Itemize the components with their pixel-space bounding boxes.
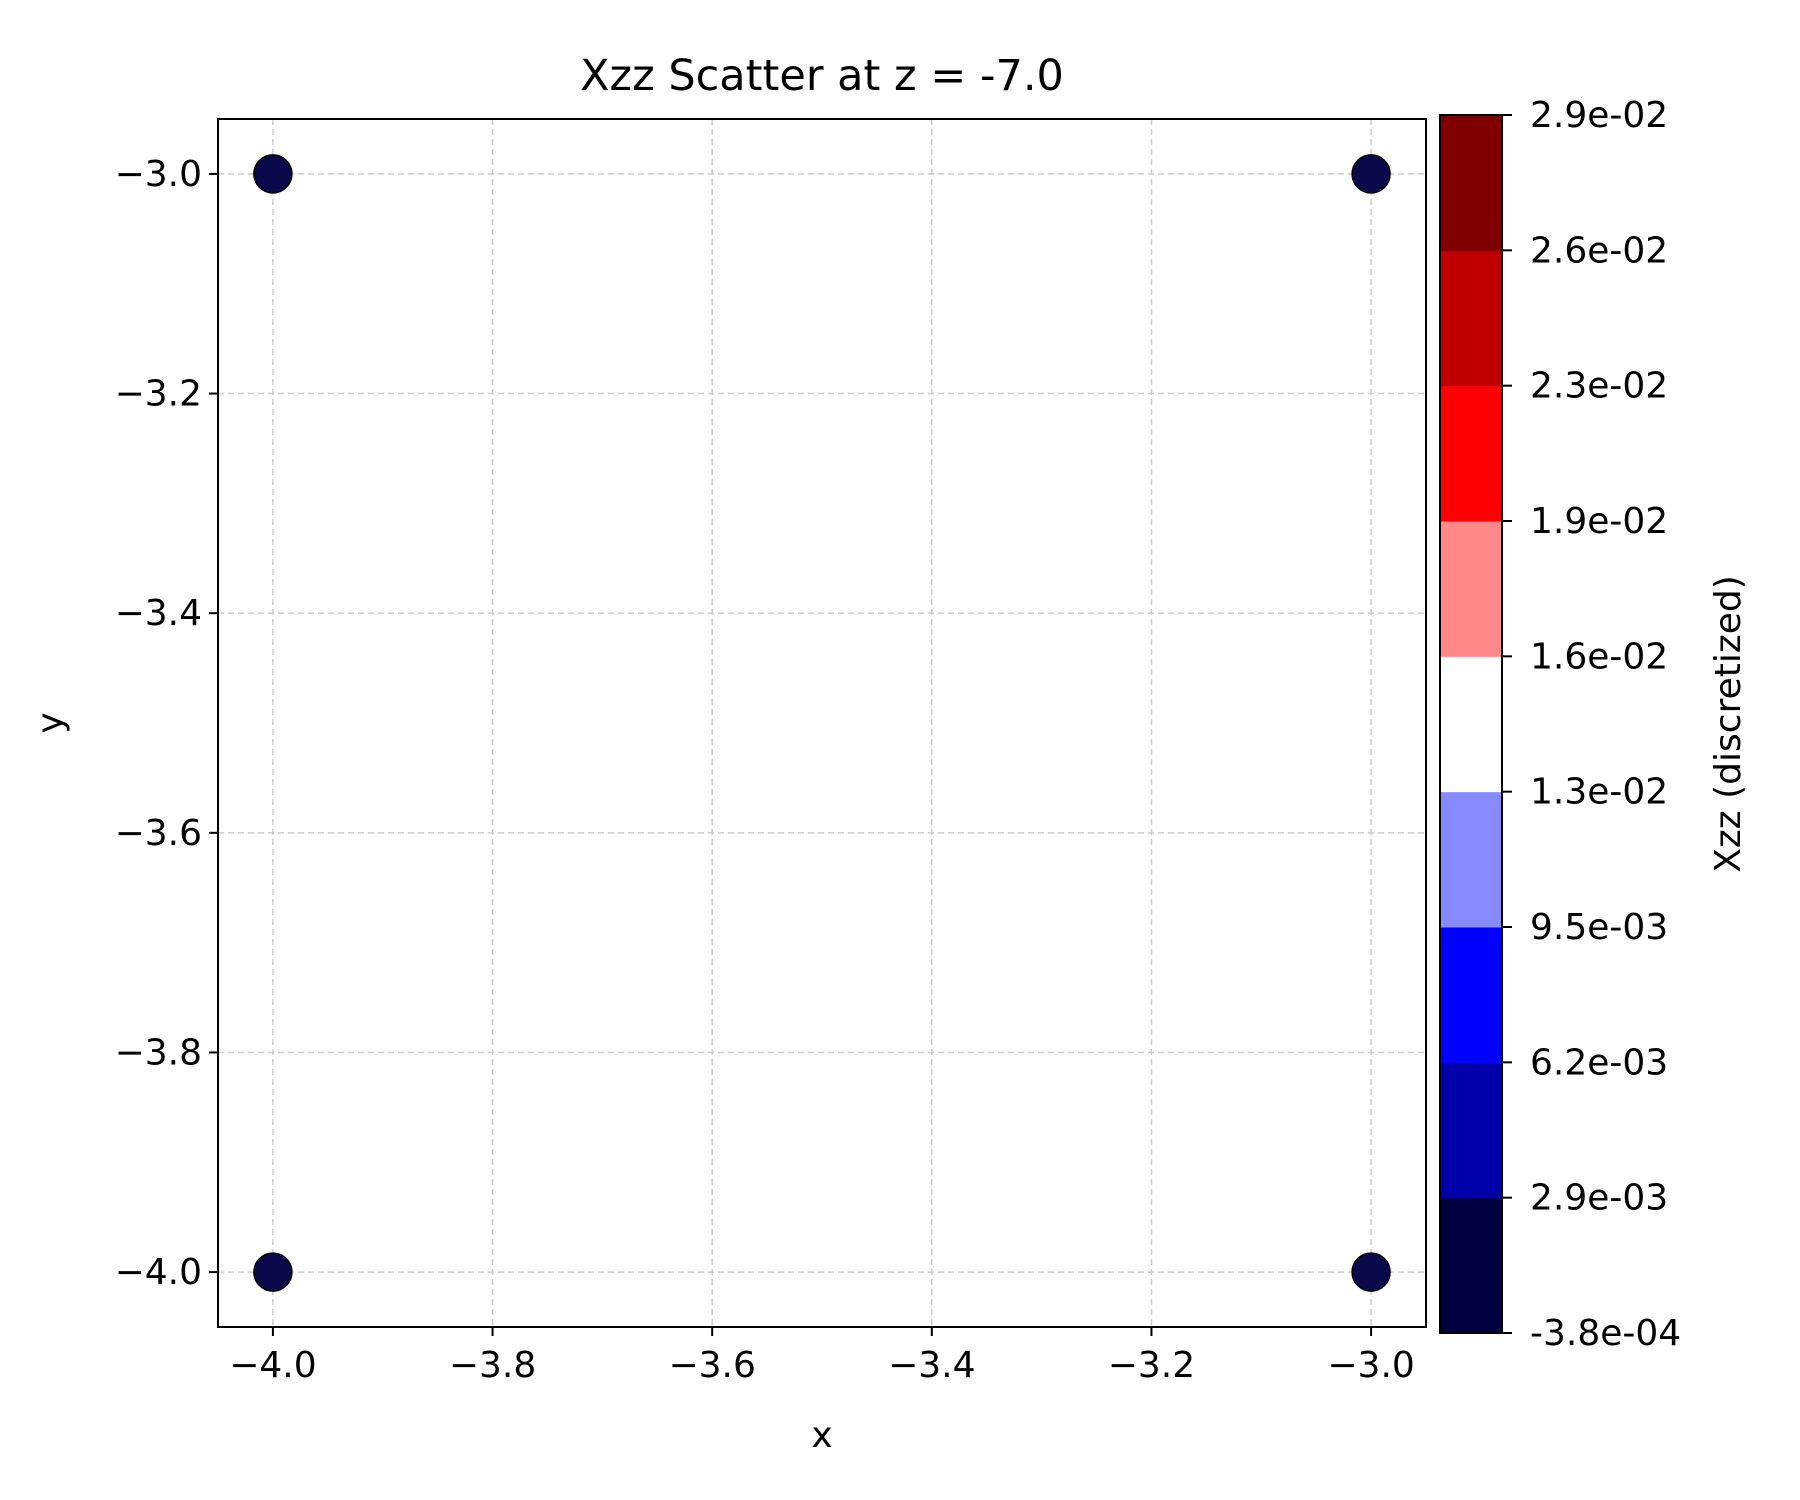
colorbar-tick-label: 1.6e-02 [1530, 636, 1668, 677]
colorbar-tick-label: 2.3e-02 [1530, 366, 1668, 407]
colorbar-bands [1440, 115, 1502, 1334]
y-axis-ticks: −4.0 −3.8 −3.6 −3.4 −3.2 −3.0 [115, 154, 218, 1293]
colorbar-band [1440, 1197, 1502, 1334]
colorbar-band [1440, 115, 1502, 251]
scatter-points [253, 154, 1391, 1292]
x-tick-label: −3.8 [449, 1345, 536, 1386]
colorbar-band [1440, 521, 1502, 657]
y-axis-label: y [30, 712, 71, 733]
y-tick-label: −3.2 [115, 374, 202, 415]
colorbar-band [1440, 385, 1502, 522]
plot-area [217, 118, 1427, 1328]
y-tick-label: −3.8 [115, 1032, 202, 1073]
colorbar-tick-label: 9.5e-03 [1530, 907, 1668, 948]
x-tick-label: −3.2 [1108, 1345, 1195, 1386]
colorbar-band [1440, 656, 1502, 793]
colorbar-tick-label: 2.6e-02 [1530, 230, 1668, 271]
colorbar-tick-label: 2.9e-03 [1530, 1178, 1668, 1219]
x-tick-label: −3.6 [668, 1345, 755, 1386]
colorbar-band [1440, 927, 1502, 1063]
scatter-point [253, 154, 293, 194]
y-tick-label: −3.4 [115, 593, 202, 634]
colorbar-tick-label: 2.9e-02 [1530, 95, 1668, 136]
x-tick-label: −4.0 [229, 1345, 316, 1386]
x-axis-ticks: −4.0 −3.8 −3.6 −3.4 −3.2 −3.0 [229, 1327, 1415, 1386]
y-tick-label: −3.6 [115, 813, 202, 854]
scatter-point [1351, 1252, 1391, 1292]
y-tick-label: −3.0 [115, 154, 202, 195]
x-tick-label: −3.0 [1327, 1345, 1414, 1386]
x-tick-label: −3.4 [888, 1345, 975, 1386]
colorbar-ticks: -3.8e-04 2.9e-03 6.2e-03 9.5e-03 1.3e-02 1.6e… [1502, 95, 1681, 1354]
colorbar-tick-label: 6.2e-03 [1530, 1042, 1668, 1083]
x-axis-label: x [811, 1415, 832, 1456]
axes-frame [217, 118, 1427, 1328]
colorbar-tick-label: -3.8e-04 [1530, 1313, 1681, 1354]
colorbar: -3.8e-04 2.9e-03 6.2e-03 9.5e-03 1.3e-02 1.6e… [1439, 95, 1749, 1354]
y-tick-label: −4.0 [115, 1252, 202, 1293]
colorbar-tick-label: 1.3e-02 [1530, 772, 1668, 813]
colorbar-label: Xzz (discretized) [1708, 575, 1749, 873]
scatter-point [253, 1252, 293, 1292]
scatter-point [1351, 154, 1391, 194]
colorbar-band [1440, 791, 1502, 928]
colorbar-band [1440, 250, 1502, 387]
grid [218, 119, 1426, 1327]
colorbar-band [1440, 1062, 1502, 1199]
colorbar-tick-label: 1.9e-02 [1530, 501, 1668, 542]
colorbar-frame [1439, 114, 1503, 1334]
chart-title: Xzz Scatter at z = -7.0 [580, 51, 1064, 101]
